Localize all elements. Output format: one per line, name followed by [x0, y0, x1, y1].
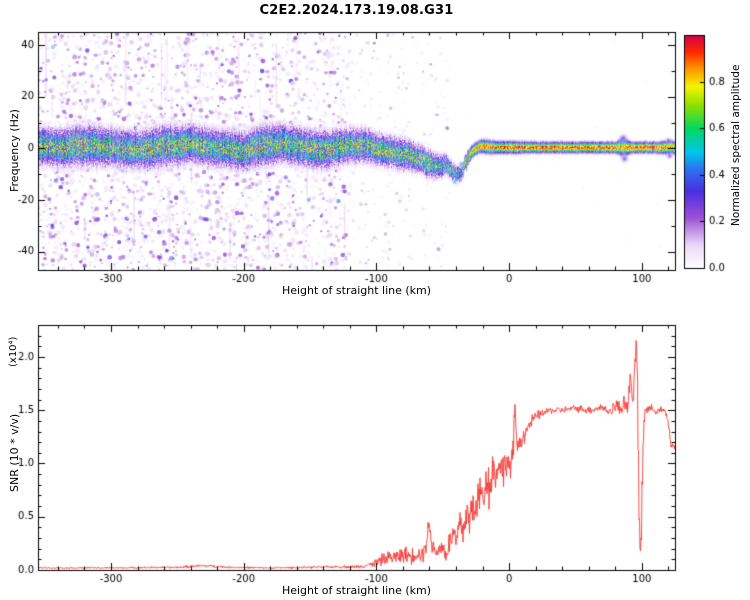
spectrogram-y-axis-label: Frequency (Hz): [8, 109, 21, 192]
snr-y-axis-scale-label: (x10⁴): [8, 336, 19, 367]
spectrogram-x-axis-label: Height of straight line (km): [281, 284, 432, 297]
chart-title: C2E2.2024.173.19.08.G31: [259, 3, 454, 18]
snr-x-axis-label: Height of straight line (km): [281, 584, 432, 597]
colorbar-label: Normalized spectral amplitude: [730, 64, 742, 226]
snr-y-axis-label: SNR (10 * v/v): [8, 413, 21, 492]
